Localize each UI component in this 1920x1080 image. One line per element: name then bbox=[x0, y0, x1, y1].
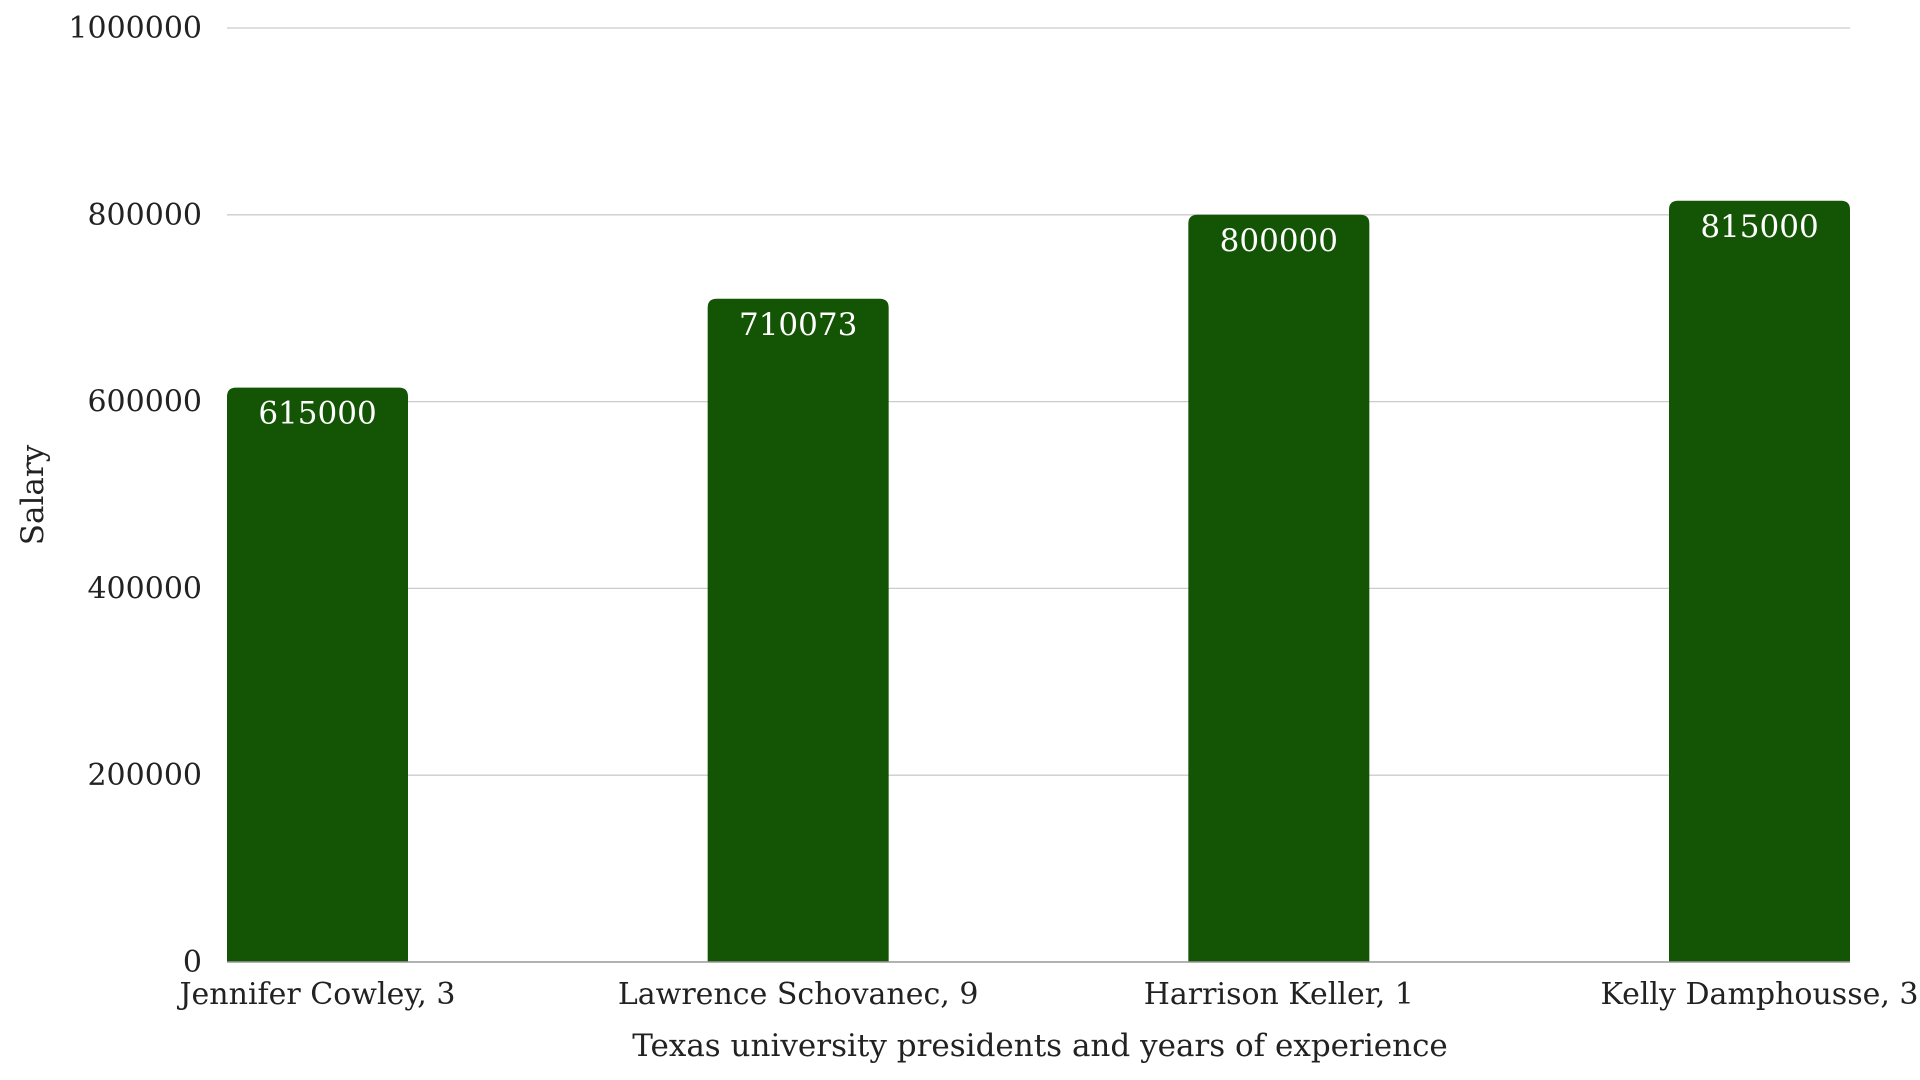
y-tick-label: 200000 bbox=[87, 758, 202, 793]
bar-value-label: 815000 bbox=[1700, 209, 1818, 245]
y-tick-label: 800000 bbox=[87, 198, 202, 233]
gridlines bbox=[227, 27, 1850, 776]
bar bbox=[707, 298, 889, 962]
bar-value-label: 710073 bbox=[739, 307, 857, 343]
bars: 615000 710073 800000 815000 bbox=[227, 200, 1850, 963]
x-tick-label: Jennifer Cowley, 3 bbox=[177, 977, 456, 1012]
bar-value-label: 800000 bbox=[1220, 223, 1338, 259]
bar bbox=[1188, 214, 1370, 963]
y-tick-label: 400000 bbox=[87, 571, 202, 606]
x-tick-label: Harrison Keller, 1 bbox=[1144, 977, 1414, 1012]
y-tick-label: 600000 bbox=[87, 385, 202, 420]
y-axis-title: Salary bbox=[15, 444, 51, 545]
y-tick-label: 1000000 bbox=[68, 11, 202, 46]
x-axis-title: Texas university presidents and years of… bbox=[632, 1028, 1448, 1064]
y-tick-label: 0 bbox=[183, 945, 202, 980]
x-tick-label: Kelly Damphousse, 3 bbox=[1600, 977, 1918, 1012]
bar bbox=[1669, 200, 1850, 963]
bar-value-label: 615000 bbox=[258, 396, 376, 432]
axes: 0 200000 400000 600000 800000 1000000 Jennifer… bbox=[68, 11, 1918, 1012]
bar bbox=[227, 387, 408, 963]
x-tick-label: Lawrence Schovanec, 9 bbox=[618, 977, 979, 1012]
